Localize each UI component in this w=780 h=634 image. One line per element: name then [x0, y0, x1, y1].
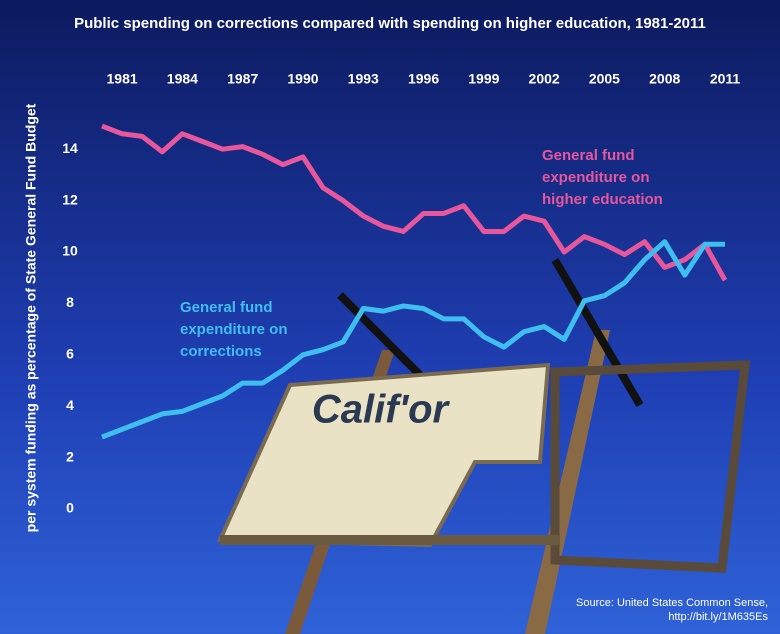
y-tick-label: 6 — [66, 346, 74, 362]
annotation: expenditure on — [542, 169, 650, 186]
annotation: General fund — [180, 299, 273, 316]
sign-photo: Calif'or — [216, 257, 751, 634]
x-tick-label: 1984 — [167, 71, 198, 87]
x-tick-label: 2005 — [589, 71, 620, 87]
x-tick-label: 2002 — [529, 71, 560, 87]
y-tick-label: 0 — [66, 500, 74, 516]
y-axis-label: per system funding as percentage of Stat… — [23, 103, 39, 532]
annotation: expenditure on — [180, 321, 288, 338]
x-tick-label: 1990 — [287, 71, 318, 87]
x-tick-label: 1993 — [348, 71, 379, 87]
x-tick-label: 1996 — [408, 71, 439, 87]
annotation: higher education — [542, 191, 663, 208]
y-tick-label: 8 — [66, 294, 74, 310]
y-tick-label: 12 — [62, 191, 78, 207]
source: http://bit.ly/1M635Es — [668, 611, 768, 623]
x-tick-label: 2008 — [649, 71, 680, 87]
x-tick-label: 1981 — [107, 71, 138, 87]
x-tick-label: 1999 — [468, 71, 499, 87]
y-tick-label: 14 — [62, 140, 78, 156]
line — [101, 239, 725, 440]
y-tick-label: 2 — [66, 448, 74, 464]
x-tick-label: 1987 — [227, 71, 258, 87]
annotation: General fund — [542, 147, 635, 164]
y-tick-label: 4 — [66, 397, 74, 413]
sign-lettering: Calif'or — [312, 388, 451, 432]
y-tick-label: 10 — [62, 243, 78, 259]
annotation: corrections — [180, 343, 262, 360]
chart-title: Public spending on corrections compared … — [74, 15, 706, 32]
source: Source: United States Common Sense, — [576, 597, 768, 609]
line — [101, 123, 728, 282]
x-tick-label: 2011 — [710, 71, 741, 87]
